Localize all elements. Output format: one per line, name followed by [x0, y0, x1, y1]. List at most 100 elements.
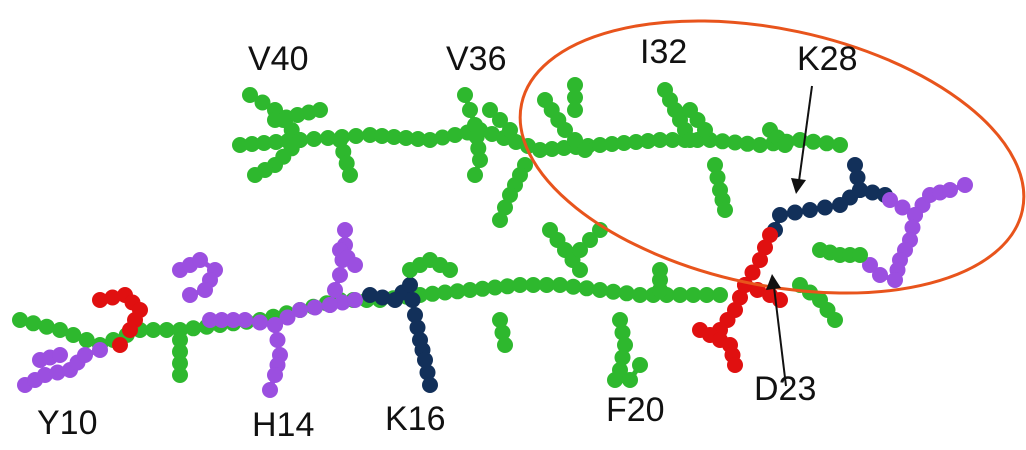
h14-ring-a-atom — [192, 252, 208, 268]
d23-arrow — [766, 274, 787, 387]
c-term-aromatic-atom — [882, 192, 898, 208]
lower-backbone-atom — [605, 283, 622, 300]
lower-branch-c-atom — [497, 337, 513, 353]
label-f20: F20 — [606, 391, 665, 429]
k16-sidechain-atom — [374, 289, 391, 306]
highlight-ellipse — [518, 19, 1026, 295]
upper-backbone-atom — [244, 136, 260, 152]
upper-backbone-atom — [604, 136, 620, 152]
upper-backbone-atom — [739, 135, 756, 152]
v36-sidechain-atom — [467, 117, 483, 133]
h14-backbone-atom — [237, 312, 253, 328]
h14-backbone-atom — [279, 309, 296, 326]
lower-branch-f-atom — [652, 282, 668, 298]
h14-sidechain-atom — [262, 382, 278, 398]
f20-ring-atom — [607, 372, 623, 388]
label-k28: K28 — [797, 40, 858, 78]
lower-branch-e-atom — [572, 242, 588, 258]
f20-ring-atom — [622, 372, 638, 388]
k28-near-atom — [777, 137, 793, 153]
lower-tail-b-atom — [827, 312, 843, 328]
lower-backbone-atom — [449, 283, 466, 300]
lower-backbone-atom — [499, 278, 516, 295]
upper-backbone-atom — [640, 133, 656, 149]
lower-tail-a-atom — [852, 247, 868, 263]
lower-backbone-atom — [474, 280, 491, 297]
k16-sidechain-atom — [409, 319, 426, 336]
upper-backbone-atom — [556, 140, 572, 156]
mid-sidechain-atom — [567, 132, 583, 148]
f20-ring-atom — [632, 357, 648, 373]
upper-backbone-atom — [306, 131, 322, 147]
label-d23: D23 — [754, 370, 817, 408]
lower-backbone-atom — [672, 287, 688, 303]
lower-backbone-atom — [685, 287, 702, 303]
upper-backbone-atom — [544, 141, 560, 157]
k16-sidechain-atom — [419, 364, 436, 381]
upper-branch-b-atom — [492, 212, 508, 228]
label-v36: V36 — [446, 40, 507, 78]
h14-backbone-atom — [225, 312, 242, 328]
h14-backbone-atom — [292, 302, 308, 318]
k28-chain-atom — [772, 207, 788, 223]
v36-sidechain-atom — [467, 167, 483, 183]
lower-backbone-atom — [12, 312, 28, 328]
h14-sidechain-atom — [267, 367, 283, 383]
upper-branch-c-atom — [707, 157, 723, 173]
d23-sidechain-atom — [757, 239, 773, 256]
h14-backbone-atom — [307, 299, 323, 316]
lower-backbone-atom — [78, 332, 95, 348]
label-h14: H14 — [252, 406, 315, 444]
h14-backbone-atom — [334, 294, 351, 311]
k16-sidechain-atom — [407, 307, 423, 323]
lower-backbone-atom — [578, 280, 595, 297]
v36-branch-atom — [482, 102, 498, 118]
v36-sidechain-atom — [470, 140, 487, 157]
d23-sidechain-atom — [732, 289, 748, 306]
lower-backbone-atom — [512, 277, 528, 293]
k28-chain-atom — [787, 204, 803, 221]
c-term-aromatic-b-atom — [907, 207, 923, 223]
c-term-aromatic-b-atom — [872, 267, 888, 283]
h14-sidechain-atom — [267, 317, 283, 333]
lower-backbone-atom — [65, 327, 82, 343]
e11-sidechain-atom — [122, 322, 138, 338]
label-v40: V40 — [248, 40, 309, 78]
v36-sidechain-atom — [462, 102, 478, 118]
lower-backbone-atom — [487, 279, 503, 296]
c-term-aromatic-atom — [957, 177, 973, 193]
upper-backbone-atom — [532, 142, 548, 158]
lower-backbone-atom — [145, 322, 162, 338]
upper-backbone-atom — [664, 132, 681, 148]
upper-backbone-atom — [652, 132, 668, 148]
f20-ring-atom — [612, 312, 628, 328]
lower-backbone-atom — [52, 322, 68, 338]
upper-backbone-atom — [256, 135, 272, 151]
f20-ring-atom — [614, 349, 631, 366]
d23-sidechain-atom — [752, 252, 768, 268]
c-term-aromatic-b-atom — [904, 219, 921, 236]
v40-branch-atom — [312, 102, 328, 118]
upper-backbone-atom — [348, 128, 364, 144]
h14-up-branch-atom — [347, 257, 363, 273]
upper-backbone-atom — [374, 128, 390, 144]
label-i32: I32 — [640, 33, 688, 71]
upper-backbone-atom — [714, 133, 731, 150]
k16-sidechain-atom — [362, 287, 378, 303]
upper-backbone-atom — [832, 137, 848, 153]
upper-backbone-atom — [232, 137, 248, 153]
lower-backbone-atom — [158, 322, 175, 338]
k16-sidechain-atom — [402, 277, 418, 293]
label-k16: K16 — [385, 400, 446, 438]
k28-chain-atom — [832, 197, 848, 213]
v40-sidechain-atom — [242, 87, 258, 103]
v36-branch-atom — [502, 122, 518, 138]
lower-backbone-atom — [462, 282, 478, 298]
c-term-aromatic-atom — [894, 199, 911, 216]
lower-branch-c-atom — [492, 312, 508, 328]
upper-branch-c-atom — [717, 202, 733, 218]
upper-branch-b-atom — [497, 199, 513, 216]
upper-backbone-atom — [320, 130, 336, 146]
i32-sidechain-atom — [682, 132, 698, 148]
